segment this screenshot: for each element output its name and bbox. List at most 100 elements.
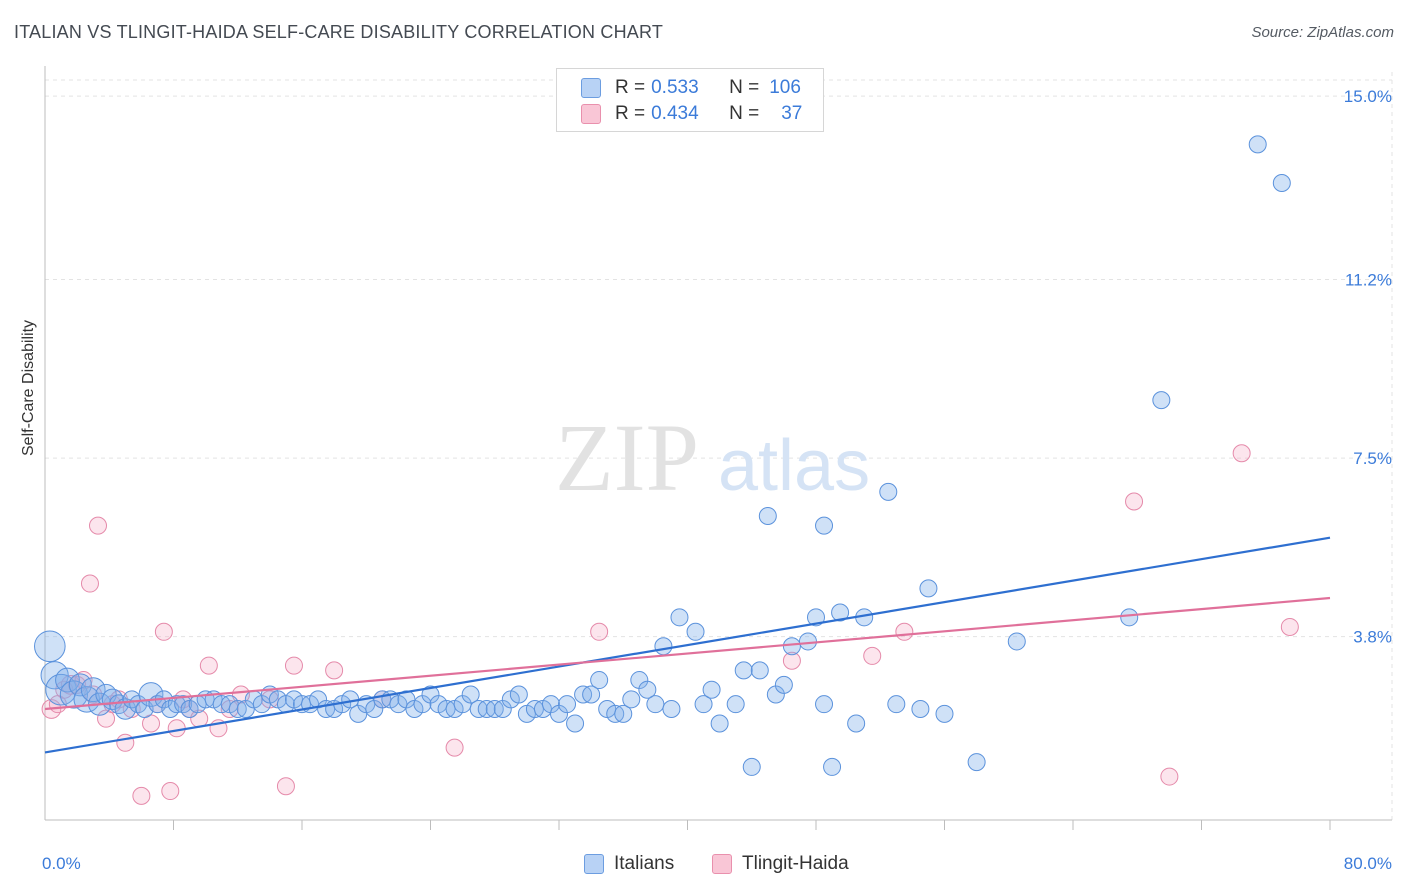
italians-point-97 bbox=[815, 516, 834, 535]
italians-point-85 bbox=[694, 695, 713, 714]
italians-point-107 bbox=[919, 579, 938, 598]
italians-trend-line bbox=[44, 536, 1331, 754]
y-tick-label-0: 3.8% bbox=[1353, 628, 1392, 647]
bottom-legend-swatch-tlingit bbox=[712, 854, 732, 874]
tlingit-haida-point-38 bbox=[1160, 767, 1179, 786]
italians-point-83 bbox=[670, 608, 689, 627]
tlingit-haida-point-36 bbox=[895, 622, 914, 641]
tlingit-haida-point-40 bbox=[1280, 617, 1299, 636]
tlingit-haida-point-29 bbox=[284, 656, 303, 675]
y-tick-label-3: 15.0% bbox=[1344, 87, 1392, 106]
tlingit-haida-point-34 bbox=[782, 651, 801, 670]
italians-point-82 bbox=[662, 700, 681, 719]
italians-point-73 bbox=[590, 671, 609, 690]
legend-r-value-italians: 0.533 bbox=[651, 77, 699, 98]
italians-point-84 bbox=[686, 622, 705, 641]
italians-point-7 bbox=[80, 677, 106, 703]
x-tick-label-max: 80.0% bbox=[1344, 854, 1392, 873]
axes bbox=[44, 66, 1392, 830]
italians-point-80 bbox=[646, 695, 665, 714]
tlingit-haida-point-30 bbox=[325, 661, 344, 680]
source-label: Source: ZipAtlas.com bbox=[1251, 24, 1394, 41]
tlingit-haida-point-12 bbox=[116, 733, 135, 752]
italians-point-12 bbox=[114, 698, 137, 720]
tlingit-haida-point-8 bbox=[89, 516, 108, 535]
tlingit-haida-point-32 bbox=[445, 738, 464, 757]
italians-point-81 bbox=[654, 637, 673, 656]
legend-n-value-italians: 106 bbox=[769, 77, 801, 98]
correlation-legend: R = 0.533 N = 106 R = 0.434 N = 37 bbox=[556, 68, 824, 132]
tlingit-haida-point-19 bbox=[167, 719, 186, 738]
legend-n-value-tlingit: 37 bbox=[781, 103, 803, 124]
bottom-legend-tlingit: Tlingit-Haida bbox=[712, 851, 849, 877]
tlingit-haida-point-23 bbox=[199, 656, 218, 675]
tlingit-haida-point-37 bbox=[1125, 492, 1144, 511]
italians-point-92 bbox=[758, 506, 777, 525]
italians-point-72 bbox=[582, 685, 601, 704]
tlingit-haida-point-6 bbox=[80, 574, 99, 593]
legend-row-tlingit: R = 0.434 N = 37 bbox=[581, 102, 802, 126]
italians-point-105 bbox=[887, 695, 906, 714]
tlingit-haida-point-33 bbox=[590, 622, 609, 641]
tlingit-haida-point-39 bbox=[1232, 444, 1251, 463]
italians-point-79 bbox=[638, 680, 657, 699]
italians-point-63 bbox=[509, 685, 528, 704]
italians-point-100 bbox=[831, 603, 850, 622]
tlingit-haida-point-35 bbox=[863, 646, 882, 665]
legend-row-italians: R = 0.533 N = 106 bbox=[581, 76, 801, 100]
tick-labels: 3.8% 7.5% 11.2% 15.0% 0.0% 80.0% bbox=[42, 87, 1392, 873]
italians-point-109 bbox=[967, 753, 986, 772]
italians-point-113 bbox=[1248, 135, 1267, 154]
italians-point-5 bbox=[68, 673, 92, 697]
watermark-atlas: atlas bbox=[718, 426, 870, 506]
legend-r-label: R = bbox=[615, 77, 646, 98]
tlingit-haida-point-18 bbox=[161, 782, 180, 801]
italians-point-106 bbox=[911, 700, 930, 719]
italians-point-94 bbox=[774, 675, 793, 694]
legend-swatch-italians bbox=[581, 78, 601, 98]
italians-point-102 bbox=[847, 714, 866, 733]
italians-point-88 bbox=[726, 695, 745, 714]
italians-point-104 bbox=[879, 482, 898, 501]
legend-swatch-tlingit bbox=[581, 104, 601, 124]
tlingit-haida-point-5 bbox=[74, 671, 93, 690]
legend-n-label: N = bbox=[729, 77, 760, 98]
tlingit-haida-point-17 bbox=[154, 622, 173, 641]
italians-point-98 bbox=[815, 695, 834, 714]
legend-r-label: R = bbox=[615, 103, 646, 124]
italians-point-90 bbox=[742, 757, 761, 776]
bottom-legend-swatch-italians bbox=[584, 854, 604, 874]
bottom-legend-label-tlingit: Tlingit-Haida bbox=[742, 853, 849, 874]
chart-title: ITALIAN VS TLINGIT-HAIDA SELF-CARE DISAB… bbox=[14, 22, 664, 42]
legend-n-label: N = bbox=[729, 103, 760, 124]
italians-point-111 bbox=[1120, 608, 1139, 627]
tlingit-haida-point-14 bbox=[132, 786, 151, 805]
y-tick-label-2: 11.2% bbox=[1345, 271, 1392, 290]
x-tick-label-min: 0.0% bbox=[42, 854, 81, 873]
italians-point-76 bbox=[614, 704, 633, 723]
italians-point-110 bbox=[1007, 632, 1026, 651]
legend-r-value-tlingit: 0.434 bbox=[651, 103, 699, 124]
watermark-zip: ZIP bbox=[555, 404, 699, 511]
italians-point-57 bbox=[461, 685, 480, 704]
italians-point-99 bbox=[823, 757, 842, 776]
italians-point-77 bbox=[622, 690, 641, 709]
bottom-legend-label-italians: Italians bbox=[614, 853, 675, 874]
watermark: ZIP atlas bbox=[555, 404, 870, 511]
y-tick-label-1: 7.5% bbox=[1353, 449, 1392, 468]
italians-point-114 bbox=[1272, 173, 1291, 192]
italians-point-96 bbox=[798, 632, 817, 651]
italians-point-101 bbox=[807, 608, 825, 627]
italians-point-86 bbox=[702, 680, 721, 699]
italians-point-89 bbox=[734, 661, 753, 680]
italians-point-3 bbox=[55, 667, 80, 693]
italians-point-91 bbox=[750, 661, 769, 680]
bottom-legend-italians: Italians bbox=[584, 851, 674, 877]
tlingit-haida-trend-line bbox=[44, 596, 1331, 711]
italians-point-87 bbox=[710, 714, 729, 733]
italians-point-95 bbox=[782, 637, 801, 656]
italians-point-0 bbox=[34, 630, 66, 663]
italians-point-69 bbox=[558, 695, 577, 714]
tlingit-haida-point-28 bbox=[276, 777, 295, 796]
